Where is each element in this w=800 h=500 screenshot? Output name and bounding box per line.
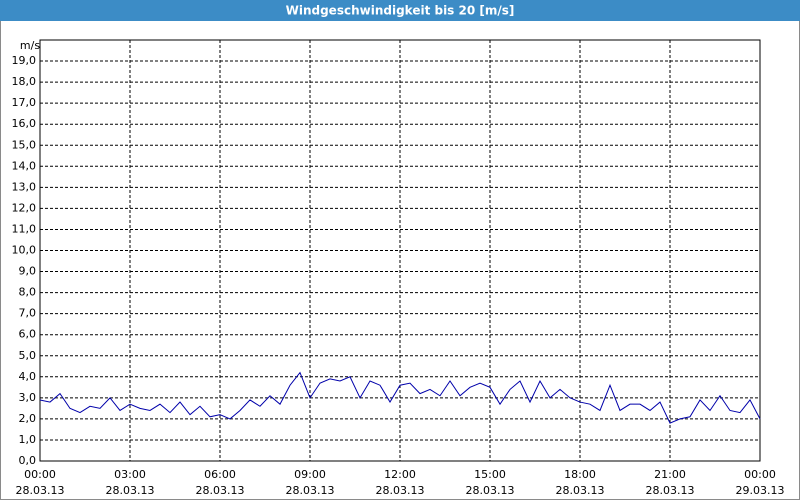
- y-tick-label: 10,0: [12, 244, 37, 257]
- y-tick-label: 16,0: [12, 117, 37, 130]
- x-tick-label: 28.03.13: [106, 484, 155, 497]
- y-tick-label: 9,0: [19, 265, 37, 278]
- plot-frame: [39, 39, 761, 462]
- y-tick-label: 4,0: [19, 370, 37, 383]
- y-tick-label: 19,0: [12, 54, 37, 67]
- x-tick-label: 12:00: [384, 468, 416, 481]
- x-tick-label: 03:00: [114, 468, 146, 481]
- y-tick-label: 17,0: [12, 96, 37, 109]
- chart-title: Windgeschwindigkeit bis 20 [m/s]: [286, 4, 515, 18]
- y-axis-label: m/s: [20, 39, 40, 52]
- x-tick-label: 28.03.13: [376, 484, 425, 497]
- x-tick-label: 09:00: [294, 468, 326, 481]
- y-tick-label: 5,0: [19, 349, 37, 362]
- x-tick-label: 18:00: [564, 468, 596, 481]
- y-tick-label: 2,0: [19, 412, 37, 425]
- x-tick-label: 00:00: [744, 468, 776, 481]
- y-tick-label: 11,0: [12, 222, 37, 235]
- x-tick-label: 15:00: [474, 468, 506, 481]
- y-tick-label: 7,0: [19, 307, 37, 320]
- x-tick-label: 21:00: [654, 468, 686, 481]
- x-tick-label: 28.03.13: [196, 484, 245, 497]
- x-tick-label: 28.03.13: [16, 484, 65, 497]
- y-tick-label: 1,0: [19, 433, 37, 446]
- x-tick-label: 28.03.13: [466, 484, 515, 497]
- data-line: [39, 371, 761, 424]
- y-tick-label: 3,0: [19, 391, 37, 404]
- y-tick-label: 14,0: [12, 159, 37, 172]
- y-tick-label: 8,0: [19, 286, 37, 299]
- y-tick-label: 6,0: [19, 328, 37, 341]
- title-bar: [0, 0, 800, 21]
- x-tick-label: 28.03.13: [646, 484, 695, 497]
- x-tick-label: 28.03.13: [556, 484, 605, 497]
- x-tick-label: 28.03.13: [286, 484, 335, 497]
- y-tick-label: 18,0: [12, 75, 37, 88]
- x-tick-label: 06:00: [204, 468, 236, 481]
- y-tick-label: 12,0: [12, 201, 37, 214]
- x-tick-label: 00:00: [24, 468, 56, 481]
- y-tick-label: 15,0: [12, 138, 37, 151]
- y-tick-label: 0,0: [19, 454, 37, 467]
- x-tick-label: 29.03.13: [736, 484, 785, 497]
- y-tick-label: 13,0: [12, 180, 37, 193]
